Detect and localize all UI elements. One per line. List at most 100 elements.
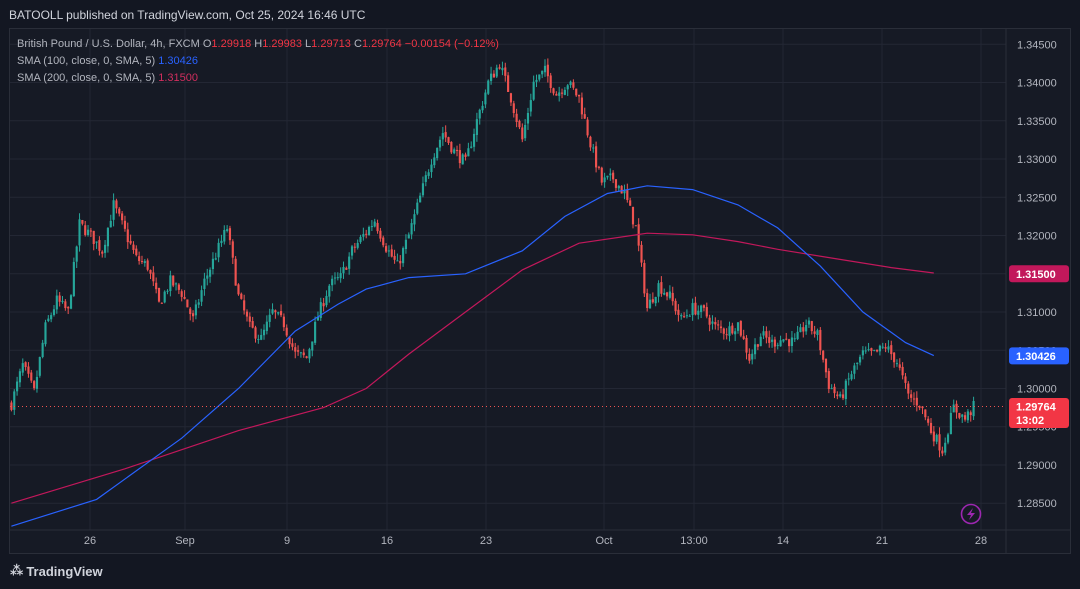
candle-body (367, 227, 371, 235)
candle-body (226, 229, 229, 231)
candle-body (481, 105, 484, 111)
candle-body (98, 240, 101, 251)
candle-body (163, 291, 166, 303)
candle-body (475, 119, 478, 135)
candle-body (155, 282, 158, 290)
candle-body (901, 366, 904, 376)
candle-body (921, 406, 924, 409)
candle-body (433, 157, 436, 166)
candle-body (67, 306, 70, 309)
candle-body (220, 240, 223, 244)
candle-body (421, 183, 425, 196)
candle-body (660, 282, 663, 294)
candle-body (708, 317, 711, 325)
candle-body (180, 291, 183, 297)
price-tick-label: 1.32500 (1017, 192, 1057, 204)
candle-body (606, 175, 609, 178)
candle-body (518, 120, 521, 128)
candle-body (683, 316, 686, 318)
candle-body (969, 412, 972, 415)
candle-body (634, 225, 637, 227)
candle-body (529, 100, 532, 112)
candle-body (194, 304, 197, 316)
candle-body (827, 371, 830, 390)
legend-sma200[interactable]: SMA (200, close, 0, SMA, 5) 1.31500 (17, 70, 499, 87)
candle-body (617, 185, 620, 189)
time-tick-label: 14 (777, 535, 789, 547)
candle-body (790, 337, 794, 346)
candle-body (688, 315, 691, 317)
candle-body (314, 321, 317, 343)
candle-body (277, 312, 280, 314)
candle-body (623, 190, 626, 194)
candle-body (447, 137, 450, 143)
legend-ohlc: British Pound / U.S. Dollar, 4h, FXCM O1… (17, 36, 499, 53)
candle-body (399, 260, 402, 264)
candle-body (952, 404, 955, 413)
chart-frame[interactable] (9, 28, 1071, 554)
candle-body (768, 337, 771, 343)
candle-body (104, 244, 107, 253)
price-tick-label: 1.31000 (1017, 307, 1057, 319)
candle-body (441, 133, 444, 140)
time-tick-label: 28 (975, 535, 987, 547)
candle-body (560, 92, 564, 94)
candle-body (890, 345, 893, 355)
candle-body (915, 397, 918, 406)
candle-body (135, 248, 138, 256)
tradingview-brand[interactable]: ⁂ TradingView (10, 563, 103, 579)
candle-body (146, 260, 149, 270)
candle-body (61, 300, 64, 303)
candle-body (748, 353, 751, 361)
candle-body (279, 311, 283, 316)
lightning-icon[interactable] (960, 503, 982, 525)
candle-body (407, 234, 410, 239)
candle-body (370, 226, 373, 228)
candle-body (734, 331, 737, 335)
candle-body (33, 381, 36, 389)
candle-body (356, 242, 359, 248)
candle-body (160, 302, 163, 304)
candle-body (262, 329, 266, 336)
candle-body (274, 310, 277, 313)
last-price-badge (1009, 398, 1069, 429)
candle-body (24, 362, 27, 368)
candle-body (881, 346, 884, 348)
candle-body (648, 299, 652, 309)
candle-body (35, 376, 39, 389)
candle-body (492, 73, 495, 78)
candle-body (719, 326, 723, 329)
candle-body (663, 292, 666, 295)
candle-body (753, 344, 757, 355)
candle-body (654, 296, 657, 304)
symbol-label[interactable]: British Pound / U.S. Dollar, 4h, FXCM (17, 38, 200, 50)
candle-body (762, 331, 765, 336)
candle-body (541, 70, 544, 75)
candle-body (702, 305, 706, 308)
candle-body (248, 316, 251, 322)
candle-body (521, 127, 524, 140)
candle-body (850, 374, 853, 380)
candle-body (424, 175, 427, 182)
candle-body (81, 220, 84, 224)
candle-body (183, 296, 186, 299)
candle-body (458, 150, 461, 164)
candle-body (109, 220, 112, 228)
legend-sma100[interactable]: SMA (100, close, 0, SMA, 5) 1.30426 (17, 53, 499, 70)
candle-body (592, 147, 595, 149)
candle-body (799, 327, 802, 333)
candle-body (847, 378, 850, 380)
change-value: −0.00154 (−0.12%) (404, 38, 499, 50)
candle-body (265, 321, 268, 331)
candle-body (75, 246, 78, 262)
candle-body (84, 225, 87, 235)
high-label: H (254, 38, 263, 50)
candle-body (288, 336, 291, 345)
candle-body (810, 321, 813, 332)
candle-body (802, 327, 805, 332)
candle-body (614, 179, 618, 188)
candle-body (870, 348, 873, 351)
candle-body (819, 329, 822, 351)
candle-body (55, 295, 58, 310)
